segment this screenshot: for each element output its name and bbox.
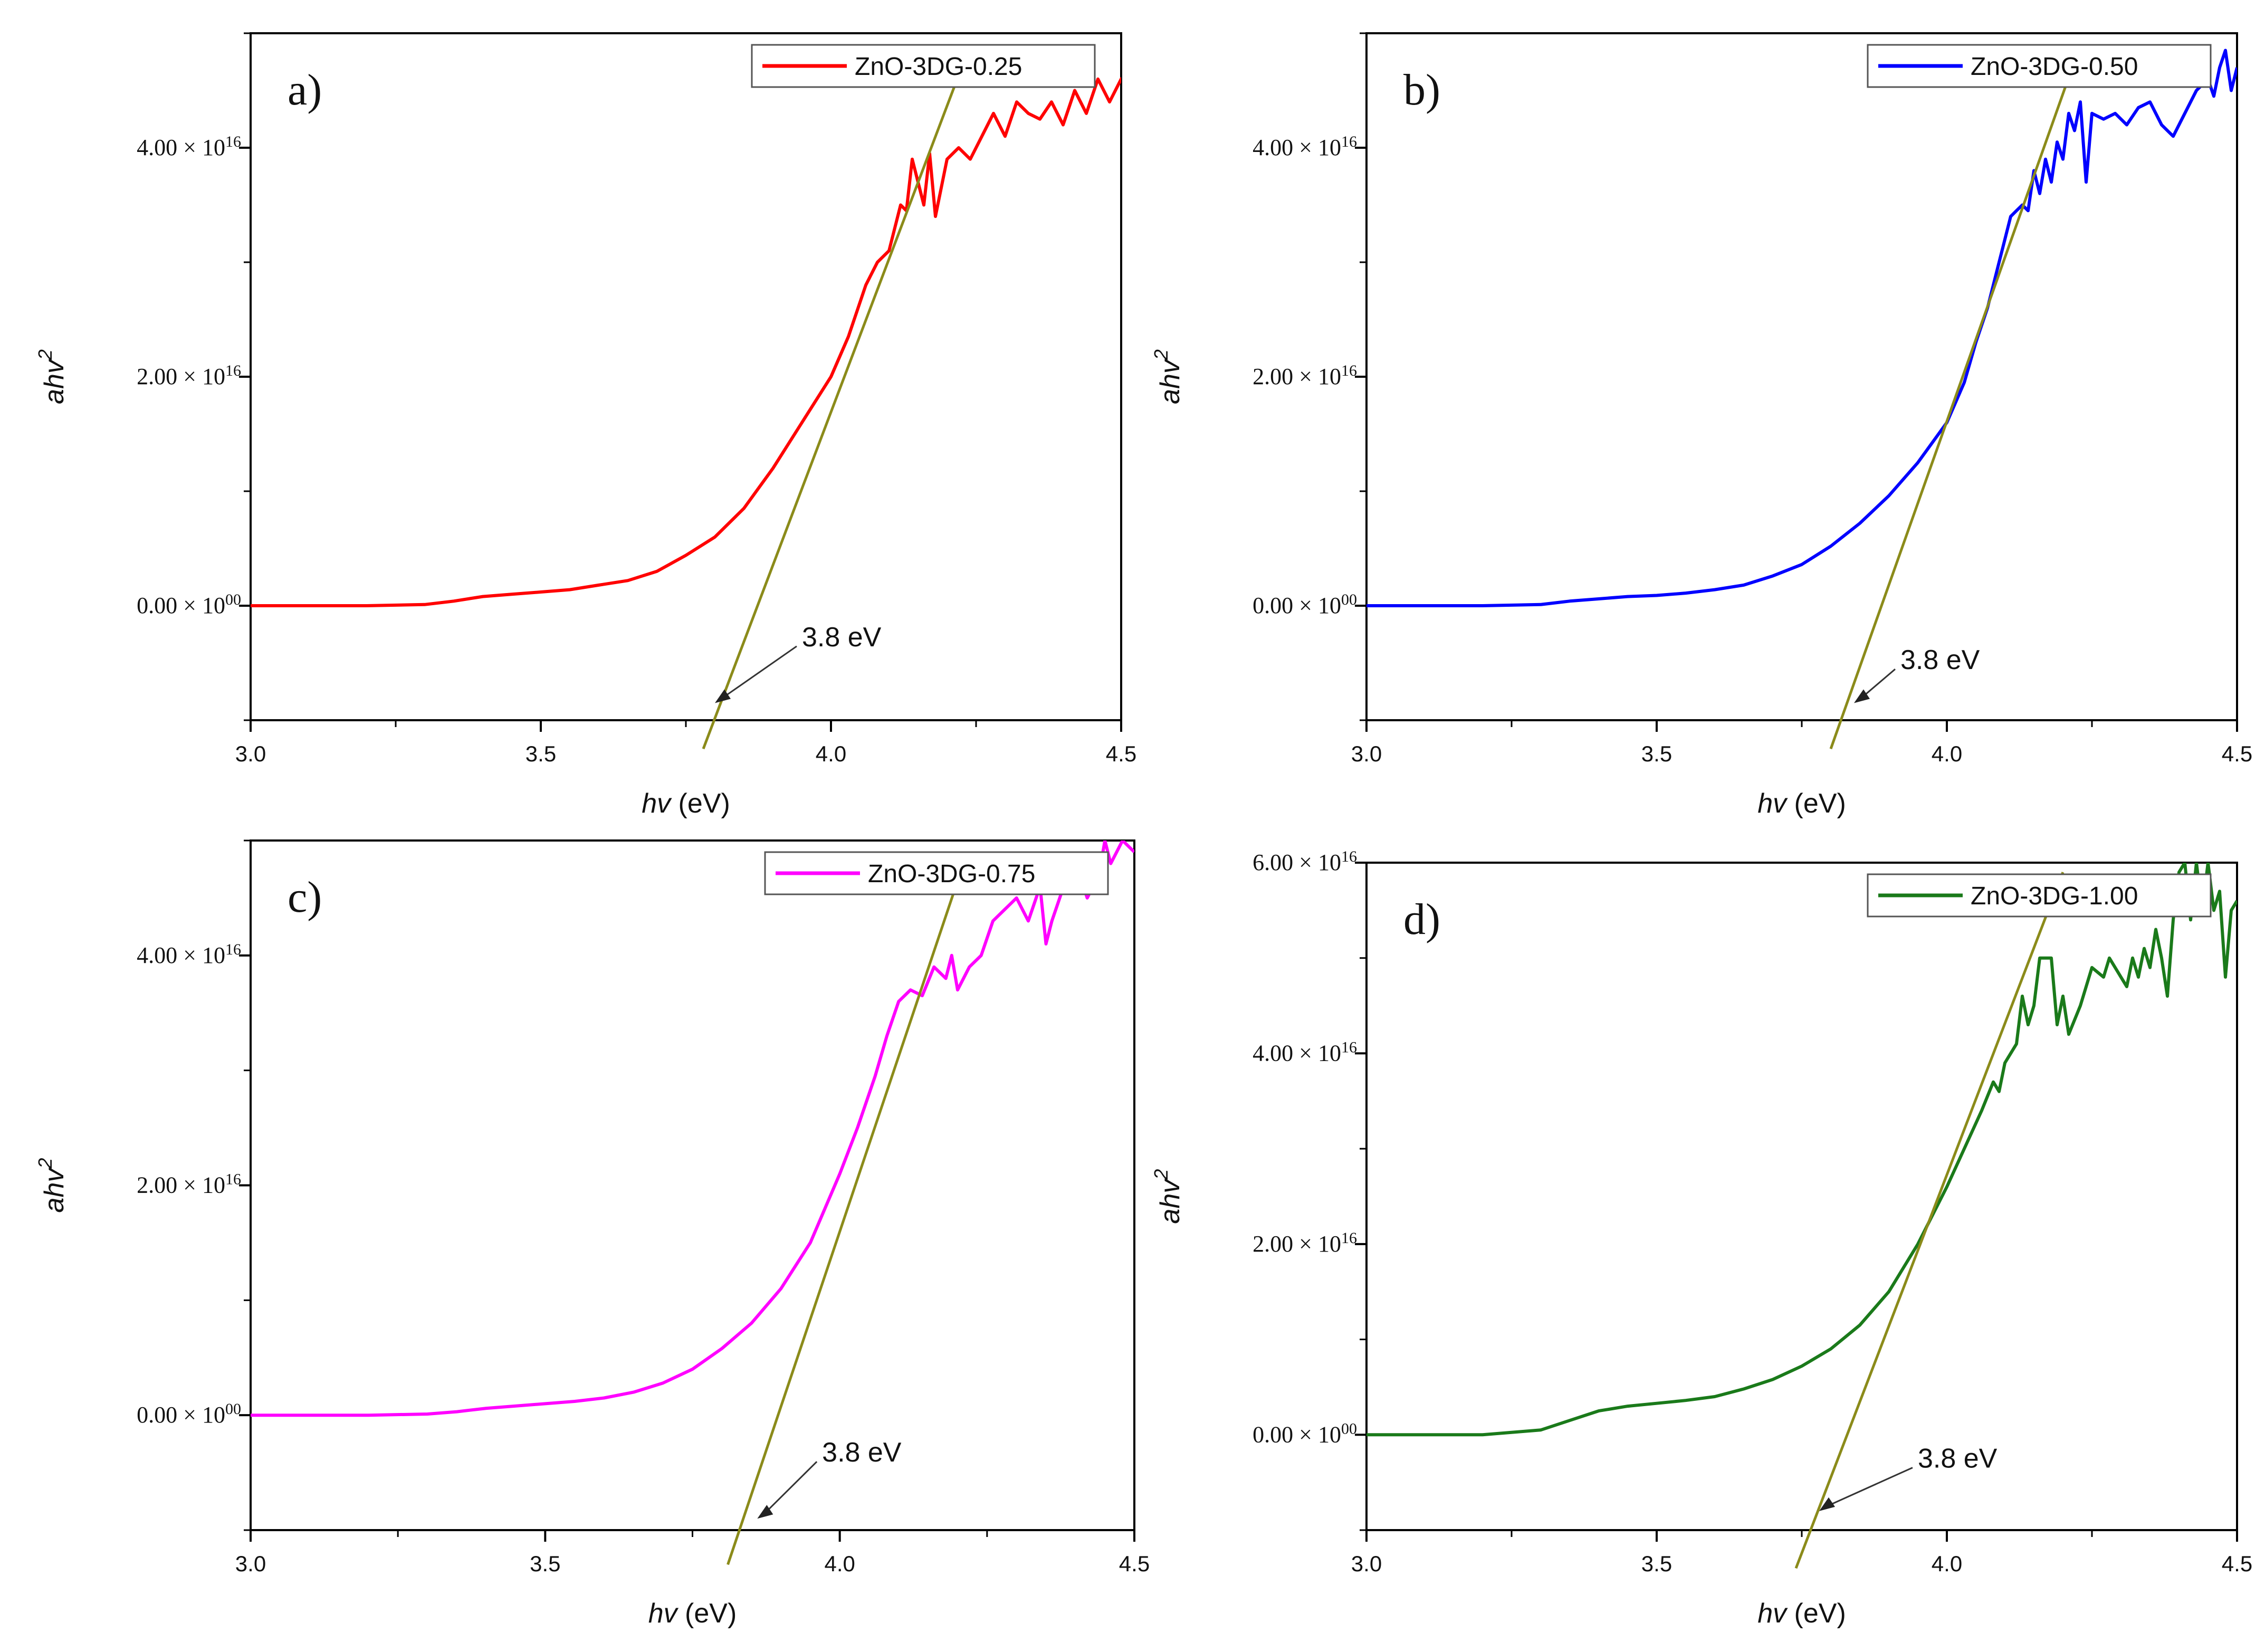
x-axis-title: hv (eV) <box>642 788 730 819</box>
y-tick-label: 2.00 × 1016 <box>137 1171 241 1198</box>
legend-entry: ZnO-3DG-1.00 <box>1971 882 2138 910</box>
x-tick-label: 4.0 <box>1932 741 1962 766</box>
annotation-arrow-head <box>1819 1497 1835 1511</box>
plot-frame <box>250 839 1135 1531</box>
y-tick-label: 4.00 × 1016 <box>137 133 241 160</box>
tangent-fit-line <box>1829 44 2082 750</box>
x-tick-label: 4.5 <box>1119 1551 1150 1576</box>
tangent-fit-line <box>702 44 972 750</box>
y-tick-label: 6.00 × 1016 <box>1253 848 1357 875</box>
plot-area <box>1366 49 2237 607</box>
y-tick-label: 2.00 × 1016 <box>1253 362 1357 389</box>
x-axis-title: hv (eV) <box>1757 788 1846 819</box>
y-tick-label: 0.00 × 1000 <box>137 1400 241 1428</box>
tangent-fit-line <box>1794 872 2065 1569</box>
plot-frame <box>250 32 1122 721</box>
annotation-arrow-head <box>757 1505 773 1519</box>
plot-area <box>1366 863 2237 1437</box>
panel-label: c) <box>288 873 322 922</box>
x-tick-label: 3.5 <box>1641 1551 1672 1576</box>
annotation-arrow-head <box>715 689 731 703</box>
y-tick-label: 0.00 × 1000 <box>1253 1420 1357 1447</box>
chart-panel-1: 3.0 3.5 4.0 4.5 0.00 × 1000 2.00 × 1016 4.00 ×… <box>34 32 1136 819</box>
plot-frame <box>1365 32 2238 721</box>
y-axis-title: ahv2 <box>1150 1169 1186 1224</box>
x-tick-label: 3.5 <box>1641 741 1672 766</box>
data-series-line <box>251 77 1121 607</box>
panel-label: a) <box>288 65 322 114</box>
chart-panel-2: 3.0 3.5 4.0 4.5 0.00 × 1000 2.00 × 1016 4.00 ×… <box>1150 32 2252 819</box>
band-gap-label: 3.8 eV <box>822 1437 902 1468</box>
band-gap-label: 3.8 eV <box>1900 645 1980 675</box>
y-tick-label: 2.00 × 1016 <box>1253 1229 1357 1257</box>
y-tick-label: 4.00 × 1016 <box>137 941 241 968</box>
y-tick-label: 0.00 × 1000 <box>1253 591 1357 618</box>
band-gap-label: 3.8 eV <box>1918 1444 1998 1474</box>
annotation-arrow-line <box>763 1461 818 1515</box>
x-tick-label: 3.0 <box>235 1551 266 1576</box>
y-tick-label: 0.00 × 1000 <box>137 591 241 618</box>
x-tick-label: 3.0 <box>235 741 266 766</box>
y-axis-title: ahv2 <box>34 349 70 404</box>
legend-entry: ZnO-3DG-0.75 <box>868 860 1035 888</box>
annotation-arrow-line <box>1825 1467 1913 1508</box>
tangent-fit-line <box>727 863 965 1565</box>
y-axis-title: ahv2 <box>34 1158 70 1213</box>
legend-entry: ZnO-3DG-0.50 <box>1971 53 2138 81</box>
x-tick-label: 4.0 <box>824 1551 855 1576</box>
x-tick-label: 3.5 <box>525 741 556 766</box>
legend-entry: ZnO-3DG-0.25 <box>855 53 1022 81</box>
annotation-arrow-head <box>1854 689 1870 703</box>
x-tick-label: 4.5 <box>1106 741 1136 766</box>
x-tick-label: 4.0 <box>816 741 846 766</box>
panel-label: b) <box>1403 65 1440 114</box>
chart-panel-3: 3.0 3.5 4.0 4.5 0.00 × 1000 2.00 × 1016 4.00 ×… <box>34 839 1150 1629</box>
data-series-line <box>1366 863 2237 1437</box>
plot-area <box>251 841 1134 1417</box>
panel-label: d) <box>1403 895 1440 944</box>
data-series-line <box>251 841 1134 1417</box>
x-tick-label: 3.0 <box>1351 1551 1382 1576</box>
band-gap-label: 3.8 eV <box>802 622 882 653</box>
x-axis-title: hv (eV) <box>1757 1598 1846 1629</box>
y-tick-label: 4.00 × 1016 <box>1253 1038 1357 1066</box>
plot-area <box>251 77 1121 607</box>
y-tick-label: 4.00 × 1016 <box>1253 133 1357 160</box>
x-tick-label: 4.5 <box>2222 741 2252 766</box>
annotation-arrow-line <box>721 645 797 700</box>
x-tick-label: 4.0 <box>1932 1551 1962 1576</box>
x-tick-label: 3.5 <box>530 1551 560 1576</box>
data-series-line <box>1366 49 2237 607</box>
x-tick-label: 4.5 <box>2222 1551 2252 1576</box>
chart-panel-4: 3.0 3.5 4.0 4.5 0.00 × 1000 2.00 × 1016 4.00 ×… <box>1150 848 2252 1629</box>
y-tick-label: 2.00 × 1016 <box>137 362 241 389</box>
x-axis-title: hv (eV) <box>648 1598 737 1629</box>
y-axis-title: ahv2 <box>1150 349 1186 404</box>
x-tick-label: 3.0 <box>1351 741 1382 766</box>
